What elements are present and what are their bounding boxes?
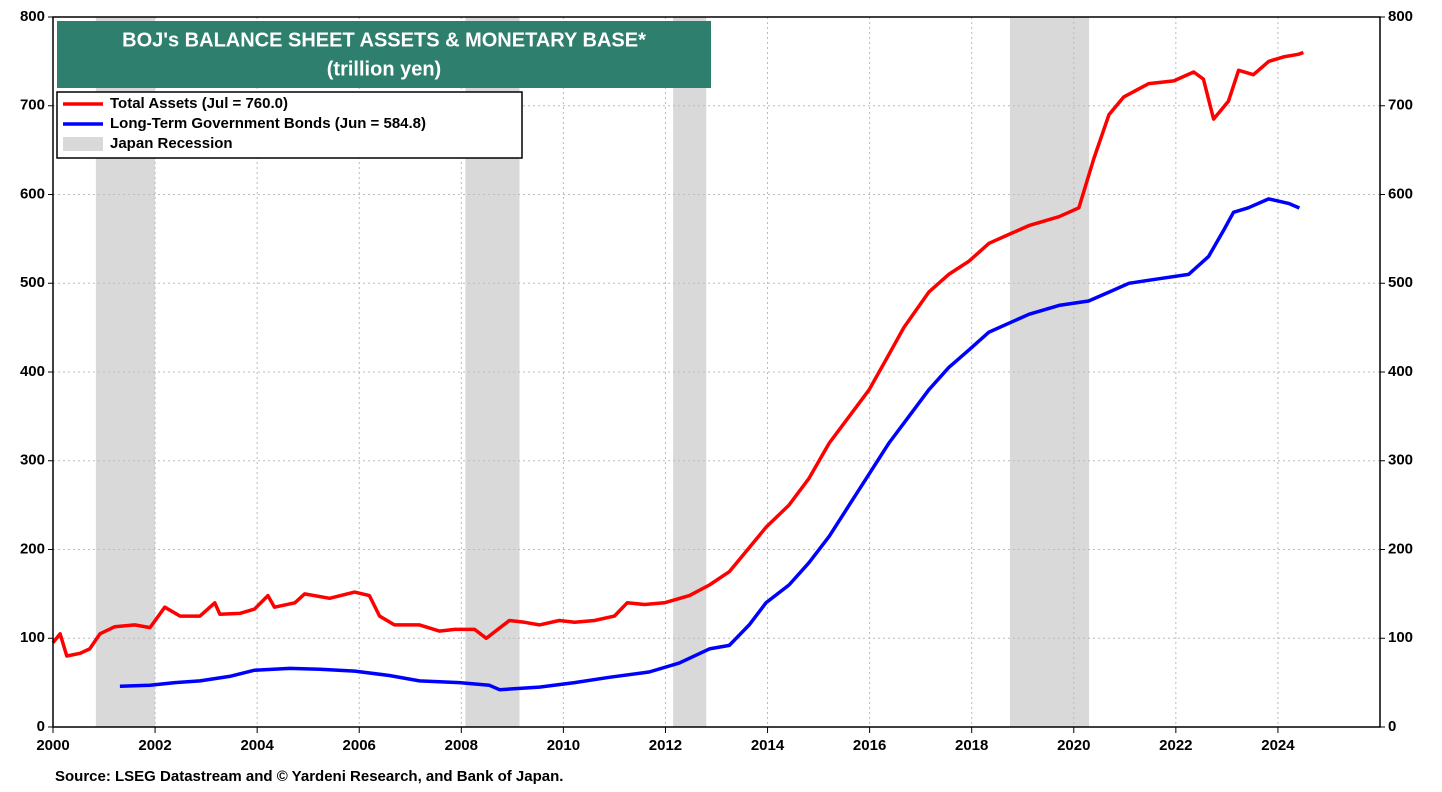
x-tick-label: 2008 (445, 737, 478, 754)
x-tick-label: 2014 (751, 737, 785, 754)
y-tick-label: 800 (20, 8, 45, 25)
y2-tick-label: 600 (1388, 185, 1413, 202)
y-tick-label: 0 (37, 718, 45, 735)
x-tick-label: 2010 (547, 737, 580, 754)
chart-subtitle: (trillion yen) (327, 58, 441, 80)
y2-tick-label: 0 (1388, 718, 1396, 735)
y-tick-label: 500 (20, 274, 45, 291)
legend-label: Total Assets (Jul = 760.0) (110, 95, 288, 112)
y-tick-label: 400 (20, 363, 45, 380)
y-tick-label: 600 (20, 185, 45, 202)
legend: Total Assets (Jul = 760.0) Long-Term Gove… (56, 91, 523, 159)
series-line (119, 197, 1301, 692)
x-tick-label: 2020 (1057, 737, 1090, 754)
legend-swatch (63, 137, 103, 151)
y-tick-label: 300 (20, 452, 45, 469)
y2-tick-label: 400 (1388, 363, 1413, 380)
legend-label: Long-Term Government Bonds (Jun = 584.8) (110, 115, 426, 132)
x-tick-label: 2000 (36, 737, 69, 754)
y-tick-label: 200 (20, 540, 45, 557)
source-note: Source: LSEG Datastream and © Yardeni Re… (55, 768, 563, 785)
legend-label: Japan Recession (110, 135, 233, 152)
y2-tick-label: 700 (1388, 97, 1413, 114)
y2-tick-label: 100 (1388, 629, 1413, 646)
x-tick-label: 2024 (1261, 737, 1295, 754)
y2-tick-label: 500 (1388, 274, 1413, 291)
x-tick-label: 2016 (853, 737, 886, 754)
series-line (51, 50, 1304, 658)
x-tick-label: 2002 (138, 737, 171, 754)
x-tick-label: 2018 (955, 737, 988, 754)
y-tick-label: 700 (20, 97, 45, 114)
x-tick-label: 2006 (343, 737, 376, 754)
title-box (57, 21, 711, 88)
ticks-layer: 0 0 100 100 200 200 300 300 400 400 500 500 600 600 70… (20, 8, 1413, 754)
y2-tick-label: 200 (1388, 540, 1413, 557)
y2-tick-label: 800 (1388, 8, 1413, 25)
chart-title: BOJ's BALANCE SHEET ASSETS & MONETARY BA… (122, 29, 646, 51)
x-tick-label: 2004 (240, 737, 274, 754)
x-tick-label: 2012 (649, 737, 682, 754)
lines-layer (51, 50, 1304, 692)
x-tick-label: 2022 (1159, 737, 1192, 754)
grid-layer (53, 17, 1380, 727)
legend-box (56, 91, 523, 159)
y-tick-label: 100 (20, 629, 45, 646)
y2-tick-label: 300 (1388, 452, 1413, 469)
